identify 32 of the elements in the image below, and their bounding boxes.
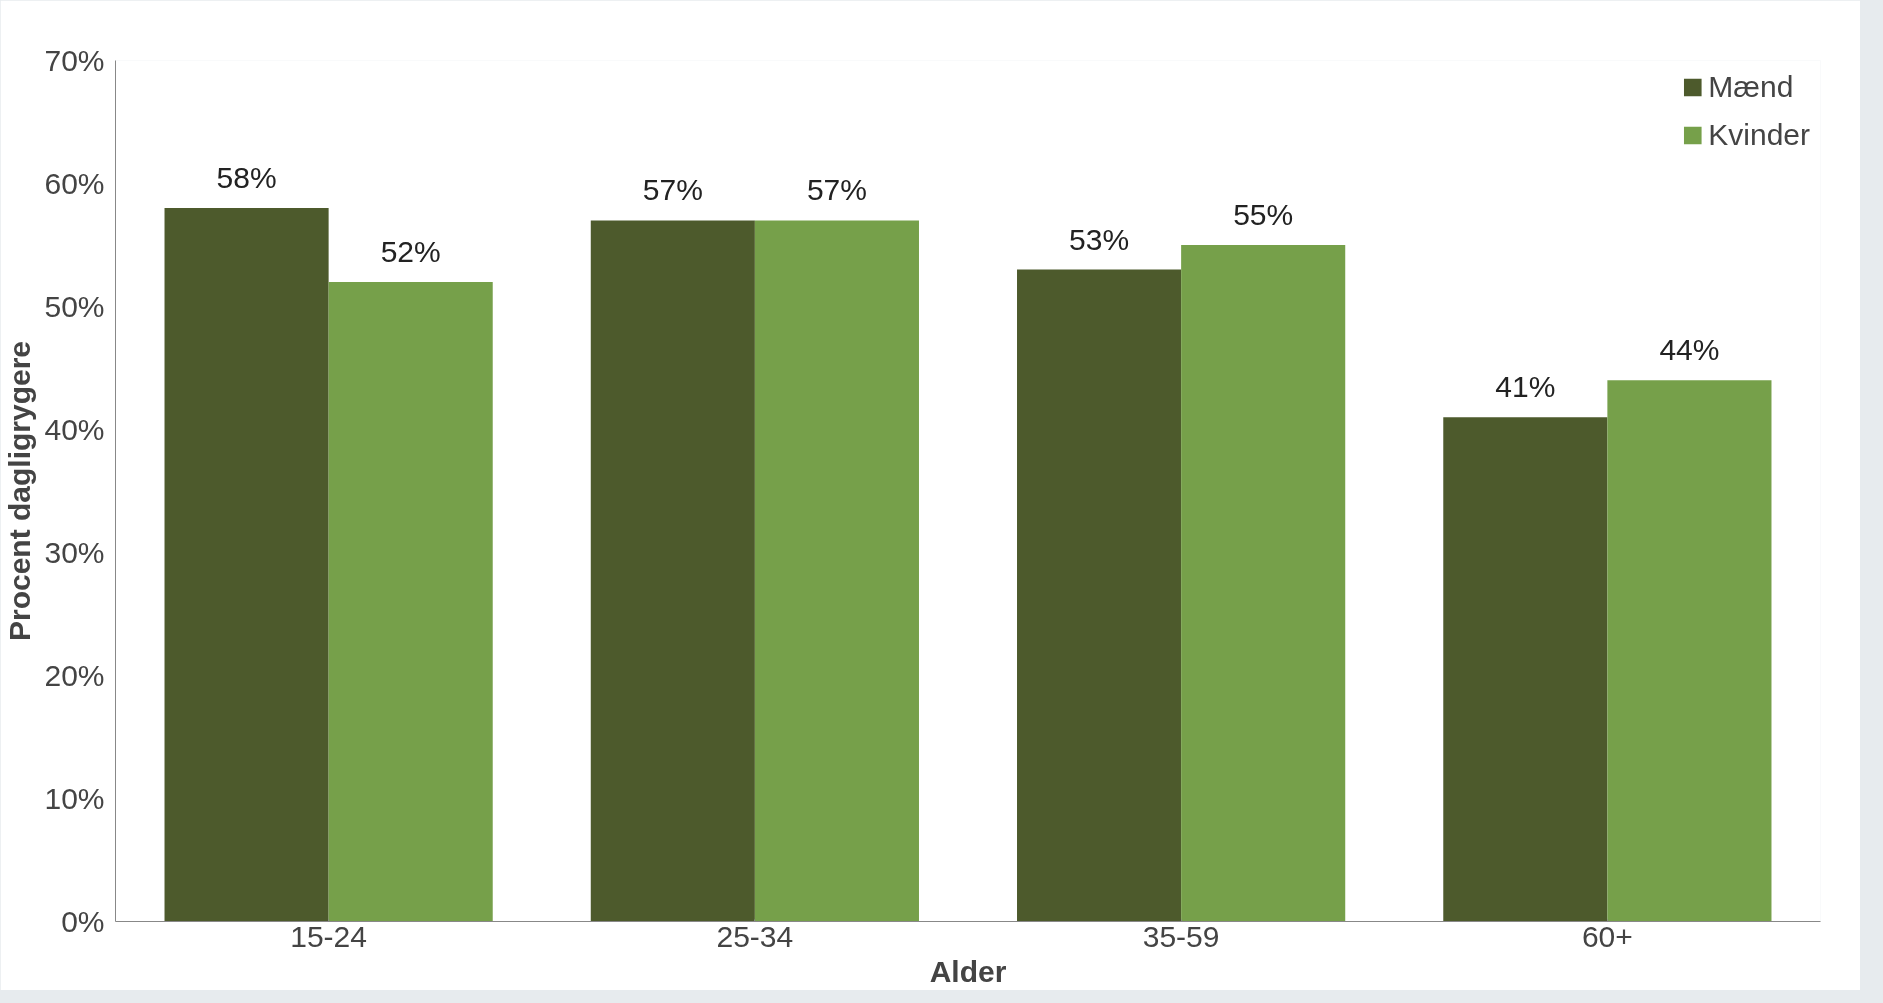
y-tick-label: 30% (44, 536, 105, 569)
y-tick-label: 40% (44, 413, 105, 446)
bar (754, 220, 919, 922)
bar (1443, 417, 1608, 922)
x-axis-title: Alder (929, 954, 1007, 988)
data-label: 57% (806, 173, 867, 207)
legend-label: Mænd (1708, 70, 1794, 104)
bar (1181, 245, 1346, 922)
data-label: 57% (642, 173, 703, 207)
bar (1017, 269, 1182, 922)
y-tick-label: 10% (44, 782, 105, 815)
y-tick-label: 60% (44, 167, 105, 200)
y-tick-label: 50% (44, 290, 105, 323)
x-tick-label: 60+ (1581, 919, 1633, 953)
x-tick-label: 25-34 (716, 919, 794, 953)
bar (164, 208, 329, 922)
y-axis-title: Procent dagligrygere (3, 340, 37, 642)
data-label: 53% (1069, 222, 1130, 256)
x-tick-label: 15-24 (290, 919, 367, 953)
bar (590, 220, 755, 922)
data-label: 55% (1233, 198, 1294, 231)
bar (328, 281, 493, 922)
data-label: 52% (380, 234, 441, 268)
y-tick-label: 0% (61, 905, 105, 938)
data-label: 44% (1659, 333, 1720, 367)
legend-label: Kvinder (1708, 118, 1810, 152)
y-tick-label: 20% (44, 659, 105, 692)
data-label: 41% (1495, 370, 1556, 404)
data-label: 58% (216, 161, 277, 195)
bar (1607, 380, 1772, 922)
x-tick-label: 35-59 (1142, 919, 1220, 953)
y-tick-label: 70% (44, 44, 105, 77)
